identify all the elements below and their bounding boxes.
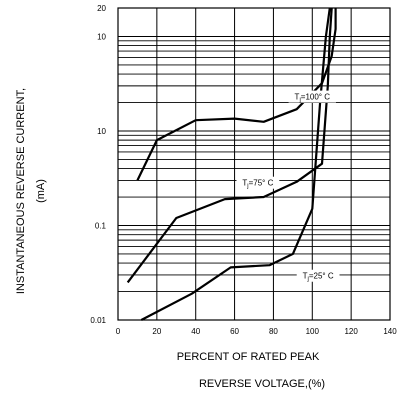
- curve-label-bg: [296, 269, 340, 282]
- curve-label: Tj=75° C: [242, 179, 273, 190]
- curve-labels: Tj=100° C Tj=75° C Tj=25° C: [236, 90, 340, 283]
- y-axis-title: INSTANTANEOUS REVERSE CURRENT,: [15, 88, 27, 294]
- y-axis-unit: (mA): [35, 179, 47, 203]
- plot-frame: [117, 7, 391, 321]
- x-tick-label: 120: [344, 327, 358, 336]
- x-tick-labels: 0 20 40 60 80 100 120 140: [116, 327, 397, 336]
- y-tick-label: 0.01: [90, 316, 106, 325]
- x-tick-label: 80: [269, 327, 278, 336]
- y-tick-label: 10: [97, 32, 106, 41]
- x-tick-label: 20: [152, 327, 161, 336]
- curve-label-bg: [236, 176, 280, 189]
- series-line: [140, 7, 331, 321]
- curve-label-bg: [288, 90, 336, 103]
- curve-label: Tj=100° C: [295, 93, 331, 104]
- x-axis-title-line2: REVERSE VOLTAGE,(%): [199, 378, 325, 390]
- grid: [118, 8, 390, 320]
- x-tick-label: 140: [383, 327, 397, 336]
- series-line: [126, 7, 333, 284]
- y-tick-label: 20: [97, 4, 106, 13]
- x-axis-title: PERCENT OF RATED PEAK: [177, 351, 320, 363]
- series-curves: [126, 7, 337, 321]
- y-tick-label: 10: [97, 127, 106, 136]
- y-tick-label: 0.1: [95, 221, 107, 230]
- x-tick-label: 0: [116, 327, 121, 336]
- x-tick-label: 100: [306, 327, 320, 336]
- x-tick-label: 40: [191, 327, 200, 336]
- series-line: [136, 8, 337, 181]
- x-tick-label: 60: [230, 327, 239, 336]
- y-tick-labels: 0.01 0.1 10 10 20: [90, 4, 106, 325]
- curve-label: Tj=25° C: [303, 272, 334, 283]
